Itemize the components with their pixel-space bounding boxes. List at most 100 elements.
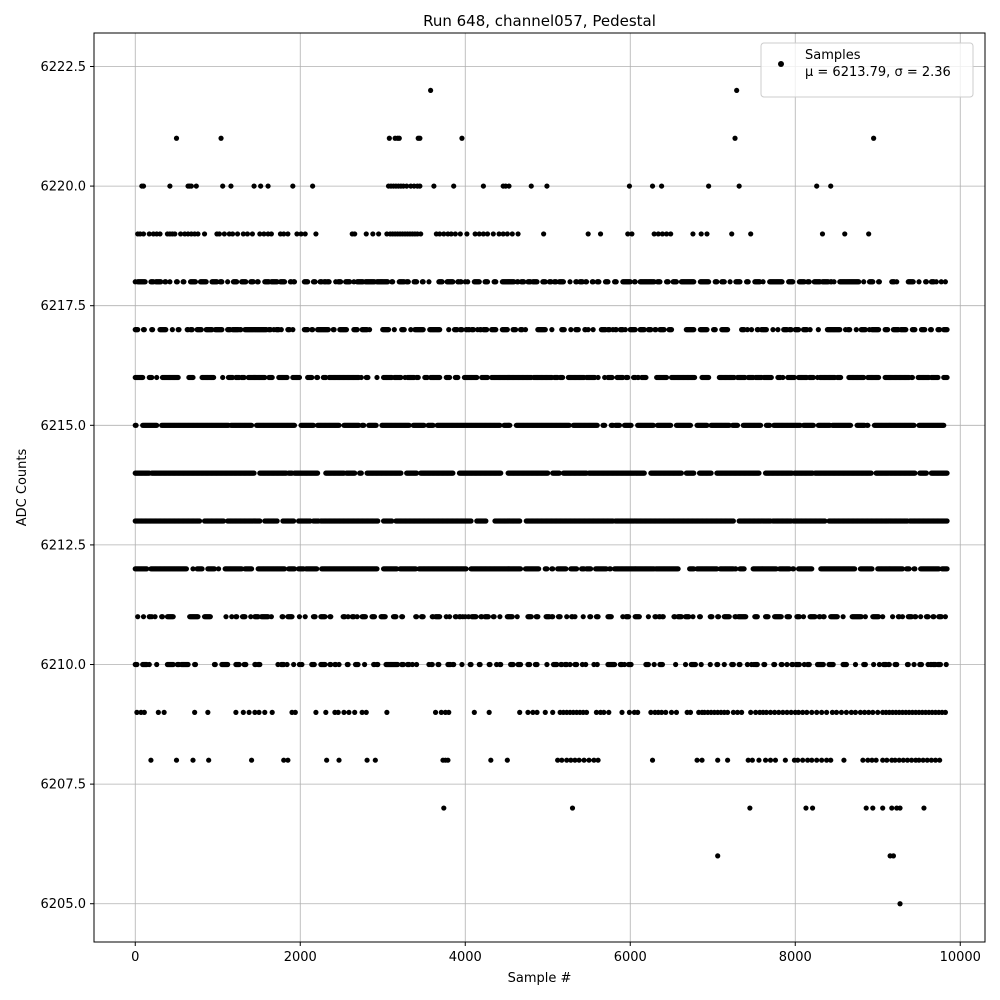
data-point <box>595 374 601 381</box>
data-point <box>862 327 868 333</box>
data-point <box>641 470 647 476</box>
data-point <box>203 279 209 285</box>
data-point <box>831 279 837 285</box>
data-point <box>910 279 916 285</box>
data-point <box>928 327 934 333</box>
data-point <box>704 327 710 333</box>
data-point <box>616 422 623 428</box>
data-point <box>458 279 464 285</box>
data-point <box>421 422 427 428</box>
data-point <box>338 279 344 285</box>
data-point <box>795 327 802 333</box>
data-point <box>437 327 443 333</box>
data-point <box>375 518 381 524</box>
data-point <box>944 327 950 333</box>
data-point <box>561 327 567 333</box>
data-point <box>651 231 657 237</box>
data-point <box>810 374 817 381</box>
data-point <box>528 183 534 189</box>
data-point <box>866 231 872 237</box>
data-point <box>791 566 797 572</box>
data-point <box>183 566 189 572</box>
data-point <box>219 279 225 285</box>
data-point <box>706 183 712 189</box>
data-point <box>736 183 742 189</box>
data-point <box>363 231 369 237</box>
data-point <box>663 374 670 381</box>
data-point <box>563 566 569 572</box>
data-point <box>261 231 267 237</box>
data-point <box>281 279 288 285</box>
data-point <box>476 231 482 237</box>
data-point <box>661 327 667 333</box>
data-point <box>347 279 353 285</box>
data-point <box>560 374 566 381</box>
data-point <box>291 566 298 572</box>
data-point <box>544 566 550 572</box>
data-point <box>326 279 332 285</box>
data-point <box>822 518 828 524</box>
data-point <box>885 327 891 333</box>
data-point <box>420 327 426 333</box>
data-point <box>178 231 184 237</box>
data-point <box>643 374 649 381</box>
data-point <box>257 231 263 237</box>
data-point <box>172 231 178 237</box>
data-point <box>916 279 922 285</box>
data-point <box>536 566 542 572</box>
data-point <box>937 327 943 333</box>
data-point <box>828 183 834 189</box>
data-point <box>748 231 754 237</box>
data-point <box>734 87 740 94</box>
data-point <box>815 327 821 333</box>
data-point <box>566 422 572 428</box>
data-point <box>779 279 785 285</box>
data-point <box>788 327 794 333</box>
data-point <box>448 231 454 237</box>
data-point <box>865 422 871 428</box>
data-point <box>248 566 255 572</box>
data-point <box>463 566 469 572</box>
data-point <box>768 374 774 381</box>
data-point <box>512 327 519 333</box>
data-point <box>358 374 364 381</box>
data-point <box>690 231 696 237</box>
data-point <box>221 231 227 237</box>
data-point <box>484 374 491 381</box>
data-point <box>923 279 930 285</box>
data-point <box>450 279 456 285</box>
data-point <box>133 422 139 428</box>
data-point <box>154 422 160 428</box>
data-point <box>314 566 320 572</box>
data-point <box>522 327 529 333</box>
data-point <box>809 566 815 572</box>
data-point <box>605 279 611 285</box>
data-point <box>175 374 181 381</box>
data-point <box>708 470 714 476</box>
data-point <box>729 231 735 237</box>
data-point <box>430 422 436 428</box>
data-point <box>790 279 796 285</box>
data-point <box>807 327 813 333</box>
data-point <box>474 374 480 381</box>
data-point <box>249 231 255 237</box>
data-point <box>220 518 227 524</box>
data-point <box>251 470 257 476</box>
data-point <box>663 231 670 237</box>
data-point <box>856 279 862 285</box>
data-point <box>262 374 268 381</box>
data-point <box>354 327 360 333</box>
data-point <box>609 374 615 381</box>
data-point <box>590 327 596 333</box>
data-point <box>613 327 619 333</box>
data-point <box>406 422 412 428</box>
data-point <box>248 422 255 428</box>
data-point <box>556 470 562 476</box>
data-point <box>310 327 316 333</box>
data-point <box>758 422 764 428</box>
data-point <box>706 279 712 285</box>
data-point <box>650 422 656 428</box>
data-point <box>291 279 298 285</box>
data-point <box>911 422 917 428</box>
